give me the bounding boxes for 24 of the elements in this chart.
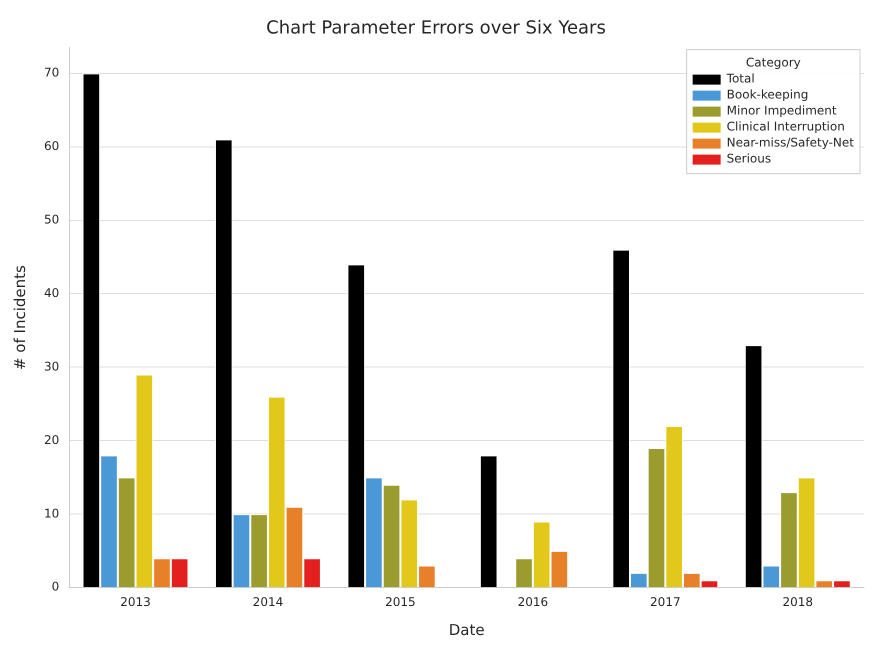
- y-tick-label: 70: [44, 65, 60, 80]
- y-tick-label: 10: [44, 506, 60, 520]
- legend-label: Book-keeping: [726, 88, 808, 102]
- y-tick-label: 40: [44, 286, 60, 300]
- legend-label: Near-miss/Safety-Net: [726, 136, 854, 150]
- x-tick-label: 2014: [252, 594, 284, 609]
- y-tick-label: 60: [44, 138, 60, 153]
- y-tick-label: 30: [44, 359, 60, 374]
- x-tick-label: 2015: [385, 594, 416, 609]
- legend-label: Minor Impediment: [726, 104, 837, 118]
- legend-label: Serious: [726, 152, 772, 166]
- y-tick-label: 50: [44, 212, 60, 226]
- x-tick-label: 2017: [650, 594, 681, 609]
- chart-title: Chart Parameter Errors over Six Years: [266, 17, 606, 38]
- legend-label: Total: [726, 72, 755, 86]
- x-tick-label: 2013: [120, 594, 151, 609]
- legend-title: Category: [746, 56, 801, 70]
- y-axis-title: # of Incidents: [10, 264, 29, 370]
- x-axis-title: Date: [448, 620, 485, 639]
- y-tick-label: 20: [44, 432, 60, 447]
- legend-label: Clinical Interruption: [726, 120, 845, 134]
- x-tick-label: 2016: [518, 594, 548, 609]
- x-tick-label: 2018: [782, 594, 814, 609]
- y-tick-label: 0: [52, 580, 60, 594]
